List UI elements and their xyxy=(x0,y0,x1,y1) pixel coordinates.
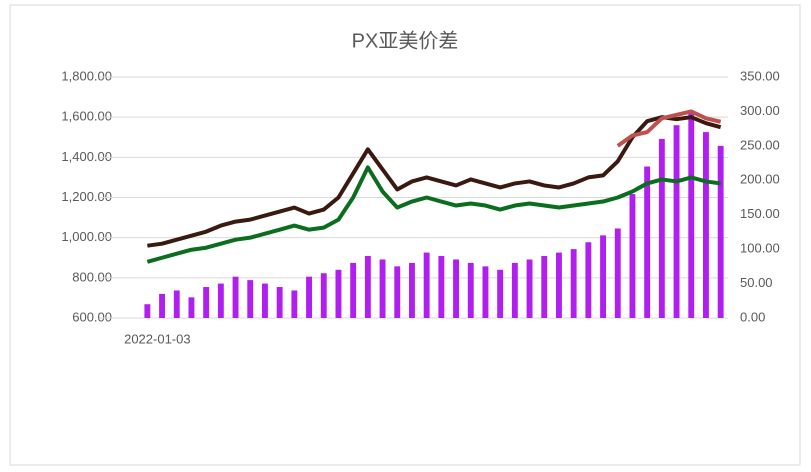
bar xyxy=(203,287,210,318)
bar xyxy=(629,194,636,318)
bar xyxy=(497,269,504,318)
bar xyxy=(423,252,430,318)
line xyxy=(147,115,722,248)
y-tick-label: 1,200.00 xyxy=(61,189,112,204)
bar xyxy=(379,259,386,318)
bar xyxy=(717,145,724,318)
y-tick-label: 600.00 xyxy=(72,309,112,324)
bar xyxy=(453,259,459,318)
bar xyxy=(217,283,224,318)
y2-tick-label: 0.00 xyxy=(740,309,765,324)
bar xyxy=(364,256,371,318)
bar xyxy=(306,276,312,318)
bar xyxy=(570,249,577,318)
bar xyxy=(511,262,518,318)
y2-tick-label: 350.00 xyxy=(740,68,780,83)
bar xyxy=(247,280,254,318)
bar xyxy=(409,262,415,318)
y-tick-label: 800.00 xyxy=(72,269,112,284)
y2-tick-label: 200.00 xyxy=(740,172,780,187)
bar xyxy=(482,266,489,318)
bar xyxy=(173,290,180,318)
line xyxy=(616,109,722,148)
bar xyxy=(658,138,665,318)
bar xyxy=(350,262,357,318)
bar xyxy=(703,132,709,318)
bar xyxy=(291,290,298,318)
y2-tick-label: 150.00 xyxy=(740,206,780,221)
bar xyxy=(614,228,621,318)
bar xyxy=(688,111,695,318)
bar xyxy=(262,283,268,318)
y2-tick-label: 50.00 xyxy=(740,275,773,290)
y2-tick-label: 300.00 xyxy=(740,103,780,118)
bar xyxy=(526,259,533,318)
x-tick-label: 2022-01-03 xyxy=(124,331,191,346)
bar xyxy=(600,235,606,318)
bar xyxy=(467,262,474,318)
y-tick-label: 1,000.00 xyxy=(61,229,112,244)
bar xyxy=(556,252,562,318)
chart-title: PX亚美价差 xyxy=(352,29,459,52)
y-tick-label: 1,600.00 xyxy=(61,109,112,124)
bar xyxy=(673,125,680,318)
bar xyxy=(335,269,342,318)
chart-frame xyxy=(9,4,801,466)
bar xyxy=(320,273,327,318)
bar xyxy=(585,242,592,318)
bar xyxy=(188,297,195,318)
bar xyxy=(644,166,651,318)
bar xyxy=(276,287,283,318)
bar xyxy=(541,256,548,318)
y-tick-label: 1,400.00 xyxy=(61,149,112,164)
bar xyxy=(144,304,151,318)
y-tick-label: 1,800.00 xyxy=(61,68,112,83)
line xyxy=(146,165,721,264)
y2-tick-label: 250.00 xyxy=(740,137,780,152)
bar xyxy=(232,276,239,318)
y2-tick-label: 100.00 xyxy=(740,241,780,256)
bar xyxy=(394,266,401,318)
bar xyxy=(159,293,165,318)
bar xyxy=(438,256,445,318)
